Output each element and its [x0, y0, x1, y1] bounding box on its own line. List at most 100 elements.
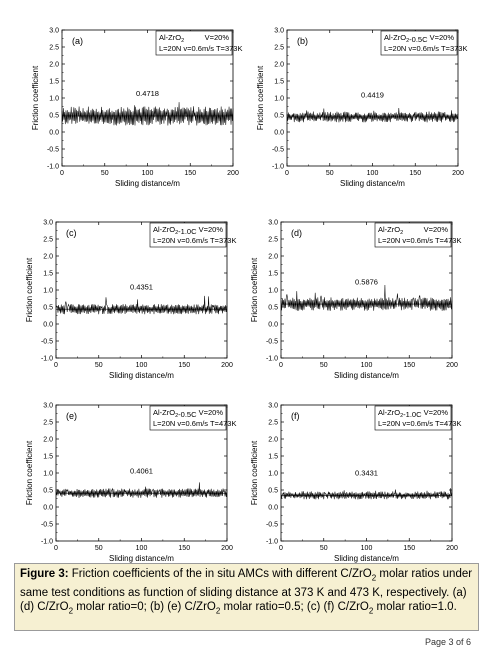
y-tick-label: 0.0 [43, 321, 53, 328]
y-tick-label: 3.0 [274, 27, 284, 34]
panel-letter: (f) [291, 411, 300, 421]
y-tick-label: 1.0 [49, 95, 59, 102]
composition-label: Al-ZrO2-0.5C [153, 408, 197, 419]
y-tick-label: 2.0 [43, 436, 53, 443]
y-tick-label: 2.0 [49, 61, 59, 68]
x-tick-label: 150 [403, 545, 415, 552]
mean-value-label: 0.3431 [355, 469, 378, 478]
x-tick-label: 0 [54, 362, 58, 369]
figure-caption: Figure 3: Friction coefficients of the i… [14, 563, 479, 631]
test-conditions-label: L=20N v=0.6m/s T=473K [378, 236, 461, 245]
chart-panel-d: -1.0 -0.5 0.0 0.5 1.0 1.5 2.0 2.5 3.0 0 50 100 150 20… [247, 210, 465, 388]
y-tick-label: -0.5 [41, 521, 53, 528]
chart-svg-b: -1.0 -0.5 0.0 0.5 1.0 1.5 2.0 2.5 3.0 0 50 100 150 20… [256, 27, 467, 188]
x-tick-label: 150 [409, 170, 421, 177]
chart-panel-e: -1.0 -0.5 0.0 0.5 1.0 1.5 2.0 2.5 3.0 0 50 100 150 20… [22, 393, 240, 571]
x-tick-label: 100 [136, 545, 148, 552]
y-tick-label: -1.0 [47, 163, 59, 170]
y-tick-label: 2.5 [268, 419, 278, 426]
friction-series-line [55, 482, 228, 498]
x-axis-title: Sliding distance/m [115, 179, 180, 188]
y-tick-label: 1.0 [268, 470, 278, 477]
chart-svg-a: -1.0 -0.5 0.0 0.5 1.0 1.5 2.0 2.5 3.0 0 50 100 150 20… [31, 27, 242, 188]
y-tick-label: 1.5 [49, 78, 59, 85]
mean-value-label: 0.4061 [130, 466, 153, 475]
x-tick-label: 100 [361, 545, 373, 552]
x-axis-title: Sliding distance/m [334, 554, 399, 563]
friction-series-line [286, 108, 459, 123]
x-axis-title: Sliding distance/m [109, 371, 174, 380]
test-conditions-label: L=20N v=0.6m/s T=373K [384, 44, 467, 53]
x-tick-label: 150 [184, 170, 196, 177]
x-tick-label: 200 [221, 362, 233, 369]
panel-letter: (d) [291, 228, 302, 238]
y-tick-label: -0.5 [266, 521, 278, 528]
y-tick-label: -0.5 [47, 146, 59, 153]
panel-letter: (a) [72, 36, 83, 46]
x-tick-label: 200 [446, 362, 458, 369]
chart-panel-a: -1.0 -0.5 0.0 0.5 1.0 1.5 2.0 2.5 3.0 0 50 100 150 20… [28, 18, 246, 196]
friction-series-line [280, 488, 453, 500]
x-axis-title: Sliding distance/m [340, 179, 405, 188]
y-tick-label: 2.5 [49, 44, 59, 51]
x-tick-label: 200 [446, 545, 458, 552]
y-tick-label: 0.0 [268, 504, 278, 511]
x-tick-label: 50 [101, 170, 109, 177]
y-axis-title: Friction coefficient [25, 257, 34, 322]
y-tick-label: 2.0 [274, 61, 284, 68]
mean-value-label: 0.4718 [136, 89, 159, 98]
x-tick-label: 100 [367, 170, 379, 177]
y-tick-label: 2.0 [268, 436, 278, 443]
x-tick-label: 200 [227, 170, 239, 177]
friction-series-line [280, 284, 453, 311]
chart-svg-e: -1.0 -0.5 0.0 0.5 1.0 1.5 2.0 2.5 3.0 0 50 100 150 20… [25, 402, 236, 563]
x-tick-label: 50 [320, 362, 328, 369]
conditions-box [149, 405, 227, 431]
y-tick-label: 2.0 [268, 253, 278, 260]
caption-text: Friction coefficients of the in situ AMC… [20, 568, 473, 616]
conditions-box [149, 222, 227, 248]
conditions-box [374, 405, 452, 431]
panel-letter: (e) [66, 411, 77, 421]
page-number: Page 3 of 6 [424, 637, 471, 647]
composition-label: Al-ZrO2-1.0C [153, 225, 197, 236]
y-tick-label: 1.0 [268, 287, 278, 294]
mean-value-label: 0.5876 [355, 277, 378, 286]
x-tick-label: 100 [136, 362, 148, 369]
x-tick-label: 0 [279, 545, 283, 552]
x-tick-label: 50 [320, 545, 328, 552]
test-conditions-label: L=20N v=0.6m/s T=373K [159, 44, 242, 53]
y-tick-label: -0.5 [272, 146, 284, 153]
x-tick-label: 100 [361, 362, 373, 369]
x-axis-title: Sliding distance/m [109, 554, 174, 563]
mean-value-label: 0.4419 [361, 90, 384, 99]
y-tick-label: 2.5 [268, 236, 278, 243]
composition-label: Al-ZrO2-1.0C [378, 408, 422, 419]
y-tick-label: 0.0 [268, 321, 278, 328]
y-tick-label: 1.0 [43, 287, 53, 294]
y-tick-label: 0.5 [49, 112, 59, 119]
y-tick-label: 3.0 [49, 27, 59, 34]
y-tick-label: -0.5 [41, 338, 53, 345]
volume-fraction-label: V=20% [205, 33, 230, 42]
y-tick-label: 1.5 [268, 453, 278, 460]
x-tick-label: 0 [60, 170, 64, 177]
volume-fraction-label: V=20% [199, 408, 224, 417]
y-axis-title: Friction coefficient [25, 440, 34, 505]
y-tick-label: 1.5 [274, 78, 284, 85]
composition-label: Al-ZrO2 [159, 33, 184, 44]
y-tick-label: 0.0 [43, 504, 53, 511]
y-tick-label: 0.5 [268, 487, 278, 494]
y-tick-label: 1.5 [43, 453, 53, 460]
volume-fraction-label: V=20% [424, 225, 449, 234]
conditions-box [155, 30, 233, 56]
volume-fraction-label: V=20% [199, 225, 224, 234]
conditions-box [374, 222, 452, 248]
y-tick-label: 0.5 [268, 304, 278, 311]
x-tick-label: 150 [178, 362, 190, 369]
y-tick-label: -1.0 [41, 355, 53, 362]
y-tick-label: 1.5 [43, 270, 53, 277]
conditions-box [380, 30, 458, 56]
y-tick-label: -1.0 [41, 538, 53, 545]
